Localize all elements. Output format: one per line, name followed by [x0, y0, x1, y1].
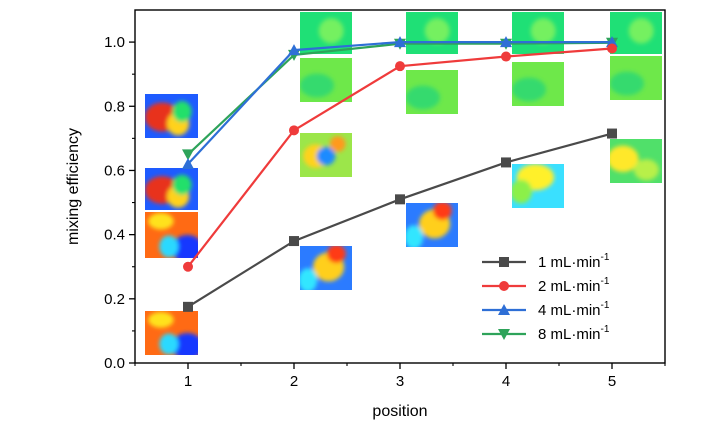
x-axis-label: position — [372, 403, 427, 420]
x-tick-label: 3 — [396, 373, 404, 390]
legend-entry: 2 mL·min-1 — [482, 276, 610, 295]
data-point-marker — [289, 125, 299, 136]
data-point-marker — [498, 304, 510, 315]
x-tick-label: 4 — [502, 373, 510, 390]
contour-map-inset — [406, 12, 458, 54]
legend-label: 2 mL·min-1 — [538, 276, 610, 295]
contour-map-inset — [145, 168, 198, 210]
data-point-marker — [501, 157, 511, 168]
contour-map-inset — [300, 133, 352, 177]
data-point-marker — [183, 301, 193, 312]
data-point-marker — [499, 281, 509, 291]
y-tick-label: 1.0 — [104, 34, 125, 51]
contour-map-inset — [512, 12, 564, 54]
data-point-marker — [395, 194, 405, 205]
contour-map-inset — [512, 164, 564, 208]
data-point-marker — [607, 43, 617, 54]
data-point-marker — [395, 61, 405, 72]
legend-label: 1 mL·min-1 — [538, 252, 610, 271]
y-tick-label: 0.2 — [104, 291, 125, 308]
data-point-marker — [606, 36, 618, 48]
legend-entry: 4 mL·min-1 — [482, 300, 610, 319]
data-point-marker — [500, 36, 512, 48]
y-tick-label: 0.6 — [104, 162, 125, 179]
series-3 — [182, 36, 618, 170]
contour-map-insets — [145, 12, 662, 355]
y-tick-label: 0.8 — [104, 98, 125, 115]
data-point-marker — [498, 329, 510, 340]
data-point-marker — [289, 236, 299, 247]
data-point-marker — [288, 44, 300, 56]
legend-entry: 8 mL·min-1 — [482, 324, 610, 343]
contour-map-inset — [300, 58, 352, 102]
y-axis-label: mixing efficiency — [65, 128, 82, 245]
contour-map-inset — [610, 12, 662, 54]
x-tick-label: 1 — [184, 373, 192, 390]
contour-map-inset — [300, 246, 352, 290]
legend-entry: 1 mL·min-1 — [482, 252, 610, 271]
contour-map-inset — [512, 62, 564, 106]
contour-map-inset — [145, 212, 198, 258]
contour-map-inset — [610, 139, 662, 183]
series-2 — [183, 43, 617, 272]
legend-label: 4 mL·min-1 — [538, 300, 610, 319]
contour-map-inset — [145, 311, 198, 355]
contour-map-inset — [406, 203, 458, 247]
data-point-marker — [607, 128, 617, 139]
y-tick-label: 0.0 — [104, 355, 125, 372]
contour-map-inset — [406, 70, 458, 114]
y-tick-label: 0.4 — [104, 227, 125, 244]
x-tick-label: 5 — [608, 373, 616, 390]
data-point-marker — [182, 158, 194, 170]
series-1 — [183, 128, 617, 312]
data-point-marker — [183, 261, 193, 272]
data-point-marker — [499, 257, 509, 267]
x-tick-label: 2 — [290, 373, 298, 390]
legend-label: 8 mL·min-1 — [538, 324, 610, 343]
legend: 1 mL·min-1 2 mL·min-1 4 mL·min-1 8 mL·min-1 — [482, 252, 610, 343]
data-point-marker — [182, 149, 194, 161]
contour-map-inset — [610, 56, 662, 100]
data-point-marker — [501, 51, 511, 62]
data-point-marker — [394, 36, 406, 48]
contour-map-inset — [145, 94, 198, 138]
